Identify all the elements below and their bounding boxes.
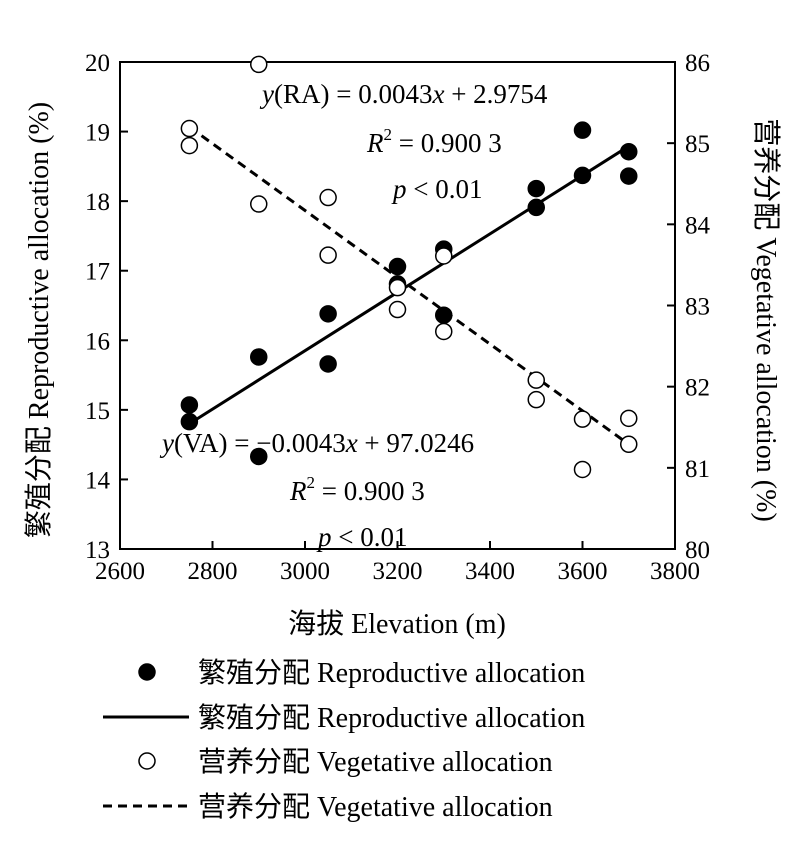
- ra-annotation: y(RA) = 0.0043x + 2.9754 R2 = 0.900 3 p …: [259, 79, 548, 204]
- y-axis-left-title: 繁殖分配 Reproductive allocation (%): [23, 102, 55, 538]
- y-left-tick-label: 14: [85, 467, 111, 494]
- y-axis-right-title: 营养分配 Vegetative allocation (%): [750, 118, 782, 522]
- legend-item-reproductive-line: 繁殖分配 Reproductive allocation: [103, 702, 585, 734]
- y-left-tick-label: 19: [85, 120, 110, 147]
- y-left-tick-label: 17: [85, 259, 110, 286]
- legend-label: 营养分配 Vegetative allocation: [198, 746, 553, 778]
- x-tick-label: 3600: [558, 558, 608, 585]
- legend-item-vegetative-line: 营养分配 Vegetative allocation: [103, 791, 553, 823]
- y-right-tick-label: 84: [685, 212, 711, 239]
- x-tick-label: 3000: [280, 558, 330, 585]
- vegetative-data-point: [620, 435, 638, 454]
- legend-filled-circle-symbol: [138, 663, 156, 681]
- y-left-tick-label: 15: [85, 398, 110, 425]
- legend-label: 繁殖分配 Reproductive allocation: [198, 657, 585, 689]
- vegetative-data-point: [435, 247, 453, 265]
- y-left-tick-label: 20: [85, 50, 110, 77]
- reproductive-data-point: [250, 348, 268, 366]
- va-p-value: p < 0.01: [316, 522, 407, 552]
- x-tick-label: 2800: [188, 558, 238, 585]
- legend-open-circle-symbol: [138, 752, 156, 770]
- data-points: [180, 55, 638, 479]
- y-right-tick-label: 86: [685, 50, 710, 77]
- x-tick-label: 2600: [95, 558, 145, 585]
- tick-labels: 2600 2800 3000 3200 3400 3600 3800 13 14 15 16 17 18…: [85, 50, 711, 585]
- vegetative-data-point: [180, 119, 199, 138]
- vegetative-data-point: [435, 322, 453, 341]
- legend-item-reproductive-points: 繁殖分配 Reproductive allocation: [138, 657, 585, 689]
- legend-label: 繁殖分配 Reproductive allocation: [198, 702, 585, 734]
- reproductive-data-point: [250, 447, 268, 466]
- y-right-tick-label: 80: [685, 537, 710, 564]
- vegetative-data-point: [573, 410, 592, 428]
- y-left-tick-label: 13: [85, 537, 110, 564]
- vegetative-data-point: [250, 195, 268, 213]
- legend-label: 营养分配 Vegetative allocation: [198, 791, 553, 823]
- reproductive-data-point: [435, 306, 453, 324]
- x-tick-label: 3400: [465, 558, 515, 585]
- y-right-tick-label: 85: [685, 131, 710, 158]
- ticks: [119, 61, 676, 550]
- reproductive-data-point: [573, 166, 592, 185]
- vegetative-data-point: [250, 55, 268, 74]
- reproductive-data-point: [180, 412, 199, 431]
- vegetative-data-point: [527, 371, 545, 389]
- reproductive-data-point: [319, 355, 337, 373]
- x-axis-title: 海拔 Elevation (m): [288, 608, 506, 640]
- ra-p-value: p < 0.01: [391, 174, 482, 204]
- reproductive-data-point: [620, 167, 638, 185]
- y-left-tick-label: 18: [85, 189, 110, 216]
- vegetative-data-point: [319, 188, 337, 207]
- reproductive-data-point: [319, 305, 337, 323]
- vegetative-data-point: [527, 390, 545, 409]
- vegetative-data-point: [319, 246, 337, 264]
- vegetative-data-point: [180, 136, 199, 155]
- ra-equation: y(RA) = 0.0043x + 2.9754: [259, 79, 548, 109]
- regression-lines: [188, 125, 630, 446]
- reproductive-data-point: [527, 179, 545, 198]
- y-right-tick-label: 82: [685, 375, 710, 402]
- x-tick-label: 3200: [373, 558, 423, 585]
- legend-item-vegetative-points: 营养分配 Vegetative allocation: [138, 746, 553, 778]
- vegetative-data-point: [620, 409, 638, 428]
- y-left-tick-label: 16: [85, 328, 110, 355]
- ra-r-squared: R2 = 0.900 3: [366, 125, 502, 158]
- reproductive-data-point: [573, 121, 592, 139]
- reproductive-data-point: [620, 142, 638, 161]
- vegetative-data-point: [388, 278, 407, 297]
- reproductive-data-point: [527, 198, 545, 217]
- reproductive-data-point: [388, 257, 407, 276]
- legend: 繁殖分配 Reproductive allocation 繁殖分配 Reprod…: [103, 657, 585, 823]
- vegetative-regression-line: [188, 125, 630, 446]
- va-r-squared: R2 = 0.900 3: [289, 473, 425, 506]
- va-equation: y(VA) = −0.0043x + 97.0246: [159, 428, 474, 458]
- vegetative-data-point: [388, 300, 407, 319]
- y-right-tick-label: 83: [685, 294, 710, 321]
- vegetative-data-point: [573, 460, 592, 479]
- x-tick-label: 3800: [650, 558, 700, 585]
- va-annotation: y(VA) = −0.0043x + 97.0246 R2 = 0.900 3 …: [159, 428, 474, 552]
- y-right-tick-label: 81: [685, 456, 710, 483]
- reproductive-data-point: [180, 396, 199, 414]
